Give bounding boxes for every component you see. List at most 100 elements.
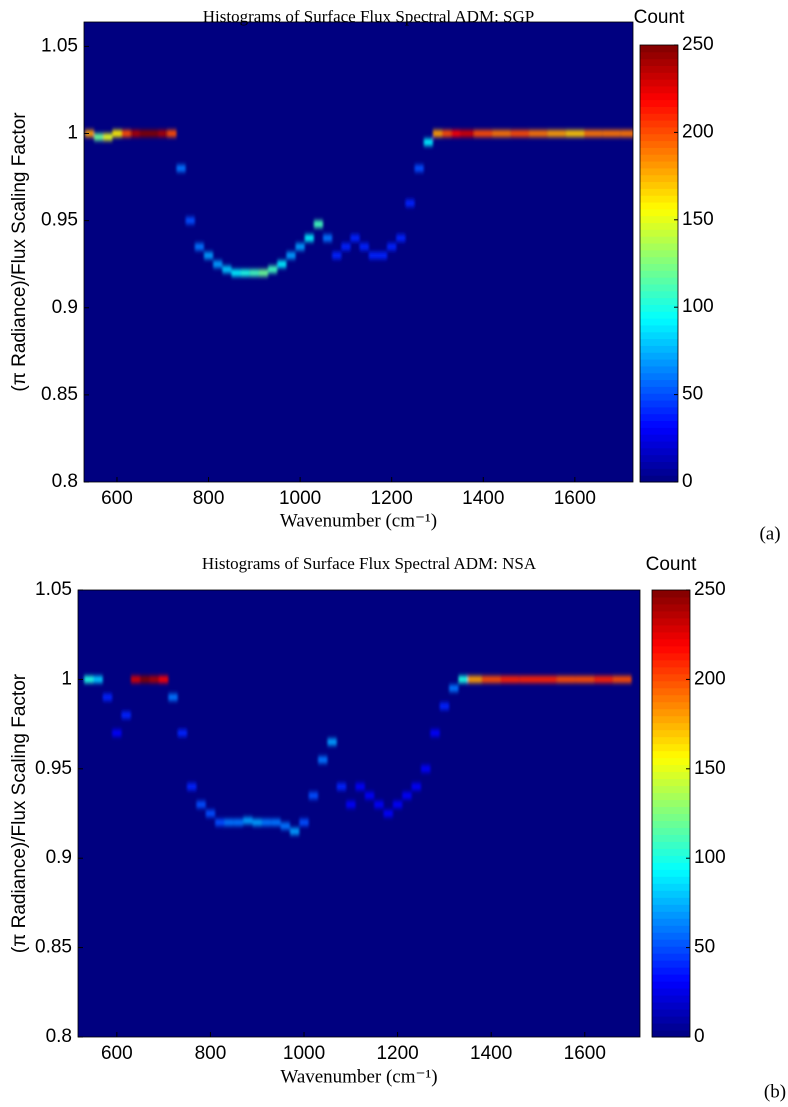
heat-cell [421, 765, 431, 773]
heat-cell [500, 675, 520, 683]
heat-cell [620, 130, 633, 138]
colorbar-swatch [640, 359, 678, 367]
colorbar-swatch [640, 161, 678, 169]
heat-cell [243, 817, 253, 825]
colorbar-swatch [640, 92, 678, 101]
colorbar-swatch [652, 799, 690, 808]
panel: 600 800 1000 1200 1400 16000.80.850.90.9511.0… [9, 7, 781, 544]
heat-cell [377, 251, 388, 259]
colorbar-swatch [652, 1030, 690, 1038]
colorbar-swatch [652, 729, 690, 738]
colorbar-swatch [640, 454, 678, 463]
colorbar-swatch [652, 897, 690, 905]
colorbar-swatch [640, 167, 678, 176]
heat-cell [233, 818, 244, 826]
heat-cell [368, 251, 378, 259]
heat-cell [277, 260, 287, 268]
x-tick-label: 1200 [371, 488, 413, 509]
heat-cell [392, 801, 403, 809]
colorbar-swatch [640, 277, 678, 285]
x-tick-label: 1200 [376, 1043, 418, 1064]
colorbar-swatch [652, 659, 690, 668]
heat-cell [103, 133, 113, 141]
colorbar-swatch [640, 222, 678, 230]
colorbar-swatch [652, 757, 690, 766]
colorbar-swatch [640, 420, 678, 428]
colorbar-swatch [640, 243, 678, 251]
y-axis-label: (π Radiance)/Flux Scaling Factor [9, 673, 30, 953]
heat-cell [84, 675, 94, 683]
heat-cell [94, 133, 104, 141]
colorbar-swatch [652, 750, 690, 759]
heat-cell [130, 130, 140, 138]
heat-cell [187, 783, 197, 791]
colorbar-tick-label: 100 [682, 296, 714, 317]
colorbar-swatch [652, 645, 690, 654]
colorbar-swatch [640, 270, 678, 278]
heat-cell [304, 234, 314, 242]
colorbar-swatch [652, 806, 690, 814]
y-tick-label: 1.05 [41, 35, 78, 56]
heat-cell [332, 251, 342, 259]
x-tick-label: 800 [193, 488, 225, 509]
heat-cell [139, 130, 150, 138]
heat-cell [442, 130, 452, 138]
colorbar-swatch [640, 393, 678, 401]
colorbar-swatch [640, 441, 678, 449]
heat-cell [280, 822, 290, 830]
colorbar-tick-label: 200 [682, 121, 714, 142]
heat-cell [556, 675, 576, 683]
colorbar-swatch [640, 133, 678, 142]
heat-cell [467, 675, 482, 683]
heat-cell [318, 756, 328, 764]
colorbar-label: Count [634, 7, 685, 28]
colorbar-swatch [640, 85, 678, 94]
colorbar-swatch [652, 764, 690, 773]
colorbar-swatch [652, 834, 690, 842]
colorbar-swatch [652, 1009, 690, 1017]
heat-cell [346, 801, 356, 809]
cells-glow [84, 130, 633, 277]
heat-cell [594, 675, 613, 683]
colorbar-swatch [640, 331, 678, 340]
colorbar-tick-label: 0 [682, 471, 693, 492]
heat-cell [519, 675, 538, 683]
heat-cell [158, 675, 169, 683]
heat-cell [261, 818, 272, 826]
cells [84, 130, 633, 277]
x-tick-label: 800 [195, 1043, 227, 1064]
heat-cell [215, 818, 225, 826]
colorbar-swatch [640, 290, 678, 299]
heat-cell [84, 130, 95, 138]
heat-cell [430, 729, 440, 737]
heat-cell [168, 693, 178, 701]
colorbar-swatch [640, 215, 678, 224]
heat-cell [414, 164, 424, 172]
heat-cell [374, 801, 384, 809]
heat-cell [432, 130, 443, 138]
heat-cell [584, 130, 603, 138]
colorbar-swatch [652, 981, 690, 989]
colorbar-swatch [640, 379, 678, 387]
colorbar-tick-label: 50 [694, 937, 715, 958]
colorbar-swatch [640, 372, 678, 381]
colorbar-swatch [640, 406, 678, 415]
heat-cell [547, 130, 566, 138]
y-tick-label: 0.95 [35, 758, 72, 779]
plot-frame [77, 589, 641, 1038]
colorbar-swatch [640, 120, 678, 128]
heat-cell [529, 130, 548, 138]
heat-cell [295, 243, 305, 251]
heat-cell [383, 810, 393, 817]
colorbar-tick-label: 200 [694, 668, 726, 689]
colorbar-swatch [640, 249, 678, 258]
heat-cell [308, 792, 319, 800]
cells [84, 675, 632, 835]
colorbar-swatch [652, 813, 690, 821]
chart-title: Histograms of Surface Flux Spectral ADM:… [202, 554, 537, 573]
heat-cell [537, 675, 557, 683]
colorbar-swatch [640, 304, 678, 312]
colorbar-swatch [640, 256, 678, 264]
colorbar-swatch [652, 974, 690, 982]
heat-cell [355, 783, 365, 791]
